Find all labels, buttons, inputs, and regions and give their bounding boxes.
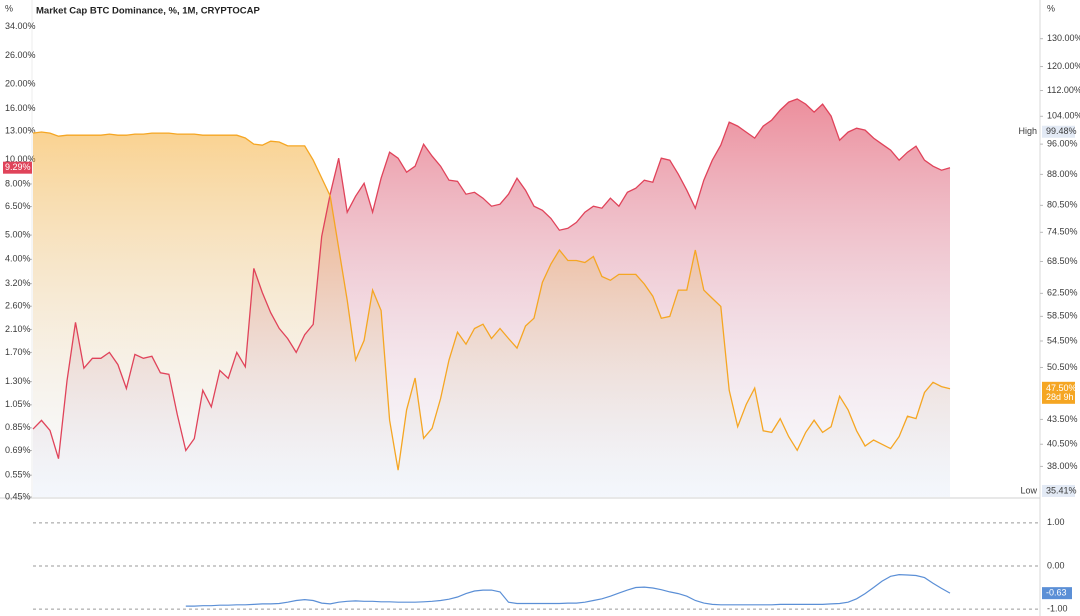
y-tick-label: 0.85% (5, 422, 31, 432)
y-tick-label: 0.00 (1047, 560, 1065, 570)
y2-tick-label: 120.00% (1047, 61, 1080, 71)
y2-tick-label: 104.00% (1047, 111, 1080, 121)
y-axis-unit: % (5, 3, 13, 13)
y-tick-label: 10.00% (5, 154, 36, 164)
y-tick-label: -1.00 (1047, 603, 1068, 613)
low-value-box (1042, 484, 1075, 497)
y-tick-label: 1.30% (5, 376, 31, 386)
last-value-label: 9.29% (5, 162, 31, 172)
low-value-label: 35.41% (1046, 485, 1077, 495)
y2-tick-label: 40.50% (1047, 439, 1078, 449)
plot: 34.00% 26.00% 20.00% 16.00% 13.00% 10.00% 8.00… (3, 21, 1080, 613)
series-line (32, 131, 951, 471)
y-tick-label: 8.00% (5, 178, 31, 188)
series-line (185, 573, 951, 607)
high-value-label: 99.48% (1046, 126, 1077, 136)
y2-tick-label: 58.50% (1047, 311, 1078, 321)
y2-axis-unit: % (1047, 3, 1055, 13)
y-tick-label: 16.00% (5, 103, 36, 113)
y2-tick-label: 50.50% (1047, 362, 1078, 372)
y-tick-label: 34.00% (5, 21, 36, 31)
y2-tick-label: 80.50% (1047, 200, 1078, 210)
countdown-label: 28d 9h (1046, 392, 1074, 402)
last-value-label: 47.50% (1046, 383, 1077, 393)
y2-tick-label: 112.00% (1047, 85, 1080, 95)
y2-tick-label: 38.00% (1047, 461, 1078, 471)
y2-tick-label: 74.50% (1047, 227, 1078, 237)
y-tick-label: 0.45% (5, 491, 31, 501)
y2-tick-label: 62.50% (1047, 288, 1078, 298)
y2-tick-label: 88.00% (1047, 169, 1078, 179)
y-tick-label: 1.05% (5, 399, 31, 409)
y-tick-label: 26.00% (5, 50, 36, 60)
y-tick-label: 0.55% (5, 470, 31, 480)
high-value-box (1042, 125, 1075, 138)
series-area (33, 132, 950, 497)
y-tick-label: 3.20% (5, 278, 31, 288)
last-value-label: -0.63 (1046, 588, 1067, 598)
y-tick-label: 1.00 (1047, 517, 1065, 527)
y-tick-label: 2.60% (5, 301, 31, 311)
y-tick-label: 6.50% (5, 201, 31, 211)
y-tick-label: 13.00% (5, 126, 36, 136)
y-tick-label: 2.10% (5, 324, 31, 334)
y-tick-label: 5.00% (5, 229, 31, 239)
low-label: Low (1020, 485, 1037, 495)
y2-tick-label: 96.00% (1047, 139, 1078, 149)
last-value-box (1042, 381, 1075, 404)
last-value-box (3, 161, 32, 174)
y2-tick-label: 43.50% (1047, 414, 1078, 424)
y-tick-label: 20.00% (5, 79, 36, 89)
high-label: High (1018, 126, 1037, 136)
last-value-box (1042, 587, 1072, 600)
y2-tick-label: 54.50% (1047, 335, 1078, 345)
y2-tick-label: 68.50% (1047, 256, 1078, 266)
y-tick-label: 0.69% (5, 445, 31, 455)
chart-title: Market Cap BTC Dominance, %, 1M, CRYPTOC… (36, 6, 260, 17)
y2-tick-label: 130.00% (1047, 33, 1080, 43)
series-line (32, 98, 951, 459)
y-tick-label: 4.00% (5, 254, 31, 264)
y-tick-label: 1.70% (5, 347, 31, 357)
